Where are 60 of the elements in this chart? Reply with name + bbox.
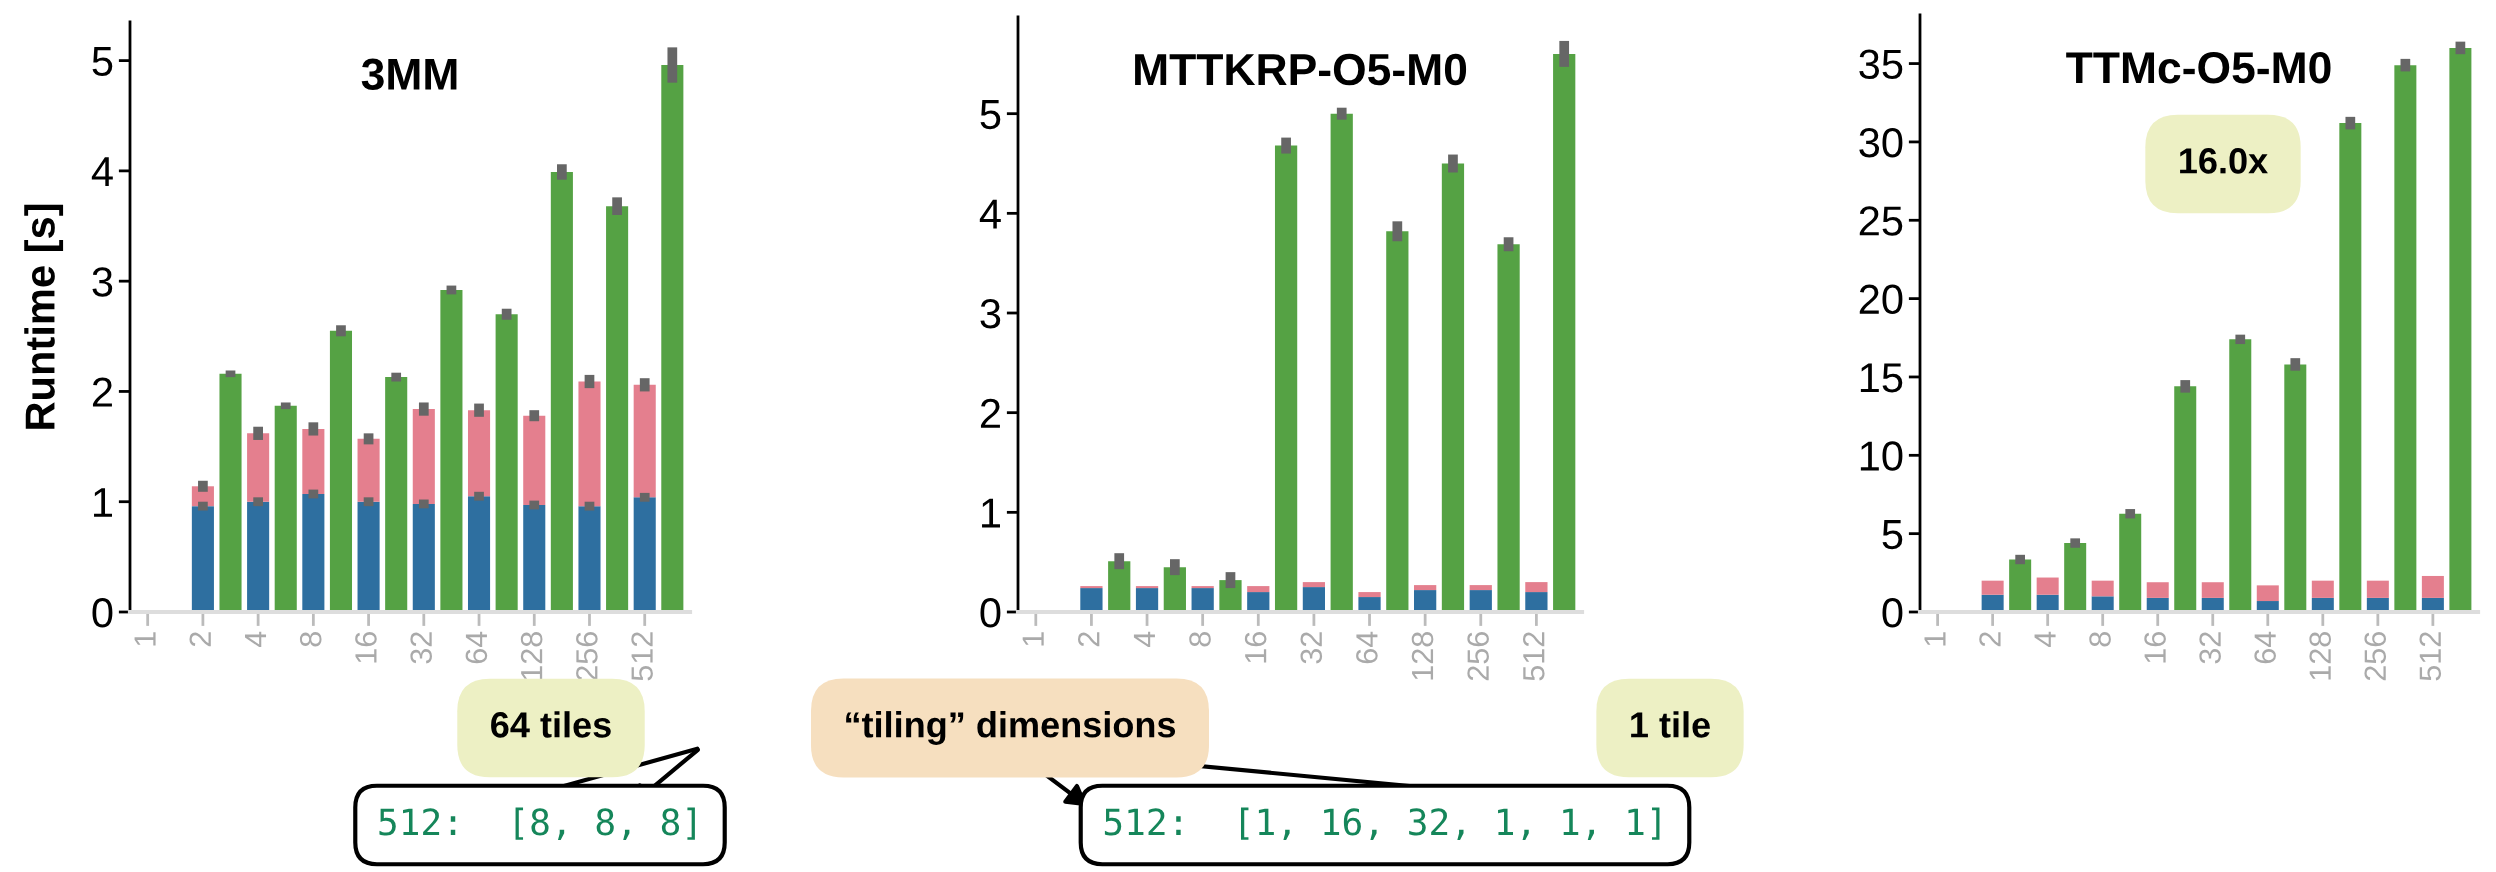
text: TTMc-O5-M0 [2066, 51, 2331, 84]
x-tick-label: 64 [2254, 631, 2276, 664]
y-tick-label: 0 [1882, 598, 1903, 628]
annotation: 16.0x [2180, 148, 2268, 174]
x-tick-label: 32 [2199, 632, 2221, 664]
y-tick-label: 5 [980, 100, 1001, 130]
x-tick-label: 16 [355, 632, 377, 663]
text: 512: [1, 16, 32, 1, 1, 1] [1104, 807, 1660, 841]
x-tick-label: 2 [1979, 632, 2001, 647]
y-tick-label: 15 [1860, 363, 1903, 393]
x-tick-label: 8 [299, 632, 322, 647]
y-tick-label: 30 [1859, 127, 1903, 158]
y-tick-label: 2 [92, 377, 112, 407]
x-tick-label: 32 [410, 632, 433, 664]
text: 1 tile [1631, 711, 1710, 738]
y-tick-label: 4 [979, 199, 1001, 229]
x-tick-label: 16 [2144, 632, 2166, 663]
text: 64 tiles [491, 711, 611, 738]
x-tick-label: 128 [1411, 632, 1434, 680]
x-tick-label: 4 [1133, 631, 1155, 648]
y-tick-label: 2 [980, 398, 1000, 428]
x-tick-label: 4 [245, 631, 267, 648]
y-tick-label: 20 [1859, 284, 1903, 315]
text: 3MM [361, 58, 457, 91]
text: 512: [8, 8, 8] [379, 807, 695, 841]
x-tick-label: 8 [2089, 632, 2111, 647]
y-axis-title: Runtime [s] [24, 204, 64, 429]
y-tick-label: 5 [1882, 520, 1903, 550]
x-tick-label: 128 [2309, 632, 2332, 680]
x-tick-label: 64 [465, 631, 488, 664]
x-tick-label: 128 [520, 632, 543, 680]
y-tick-label: 0 [92, 598, 113, 628]
text: “tiling” dimensions [846, 711, 1176, 745]
y-tick-label: 10 [1860, 441, 1903, 471]
y-tick-label: 5 [92, 47, 113, 77]
x-tick-label: 2 [189, 632, 211, 647]
x-tick-label: 8 [1189, 632, 1211, 647]
x-tick-label: 512 [631, 632, 653, 681]
x-tick-label: 4 [2034, 631, 2056, 648]
text: MTTKRP-O5-M0 [1135, 53, 1467, 86]
y-tick-label: 25 [1859, 206, 1903, 236]
y-tick-label: 4 [91, 157, 113, 186]
x-tick-label: 1 [134, 632, 156, 646]
x-tick-label: 256 [1467, 632, 1489, 681]
y-tick-label: 3 [92, 267, 113, 297]
y-tick-label: 3 [980, 299, 1001, 329]
x-tick-label: 2 [1077, 632, 1100, 647]
x-tick-label: 32 [1300, 632, 1323, 664]
x-tick-label: 512 [1522, 632, 1545, 681]
x-tick-label: 64 [1356, 631, 1378, 664]
x-tick-label: 256 [2364, 632, 2387, 681]
y-tick-label: 0 [980, 598, 1001, 628]
y-tick-label: 35 [1859, 49, 1903, 80]
x-tick-label: 512 [2419, 632, 2442, 681]
y-tick-label: 1 [94, 488, 112, 517]
x-tick-label: 1 [1924, 632, 1946, 646]
x-tick-label: 16 [1244, 632, 1267, 663]
x-tick-label: 1 [1022, 632, 1044, 646]
x-tick-label: 256 [576, 632, 598, 681]
y-tick-label: 1 [982, 498, 1000, 528]
